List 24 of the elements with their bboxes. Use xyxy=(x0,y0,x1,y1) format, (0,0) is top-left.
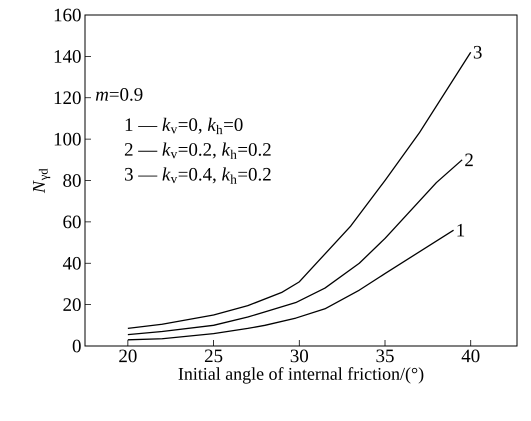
series-label: 3 xyxy=(474,46,482,59)
annotation: m=0.9 xyxy=(96,88,142,101)
annotation: 3 — k$_{v}$=0.4, k$_{h}$=0.2 xyxy=(124,167,271,184)
x-tick-label: 35 xyxy=(376,350,394,362)
y-tick-label: 80 xyxy=(63,174,81,187)
y-tick-label: 100 xyxy=(54,132,81,146)
x-tick-label: 25 xyxy=(204,350,222,362)
x-axis-title: Initial angle of internal friction/(°) xyxy=(178,367,424,384)
series-label: 1 xyxy=(457,224,464,236)
y-tick-label: 20 xyxy=(63,298,81,312)
y-axis-title: N$_{γd}$ xyxy=(33,168,50,194)
line-series xyxy=(127,159,463,336)
x-tick-label: 20 xyxy=(119,350,137,362)
y-tick-label: 40 xyxy=(62,256,81,270)
y-tick-label: 0 xyxy=(72,340,81,352)
y-tick-label: 140 xyxy=(54,50,81,63)
y-tick-label: 120 xyxy=(54,91,81,104)
series-label: 2 xyxy=(465,154,473,166)
y-tick-label: 160 xyxy=(54,8,81,22)
annotation: 1 — k$_{v}$=0, k$_{h}$=0 xyxy=(126,118,243,134)
x-tick-label: 30 xyxy=(290,350,308,362)
x-tick-label: 40 xyxy=(462,350,480,362)
annotation: 2 — k$_{v}$=0.2, k$_{h}$=0.2 xyxy=(124,142,271,159)
y-tick-label: 60 xyxy=(63,215,81,228)
